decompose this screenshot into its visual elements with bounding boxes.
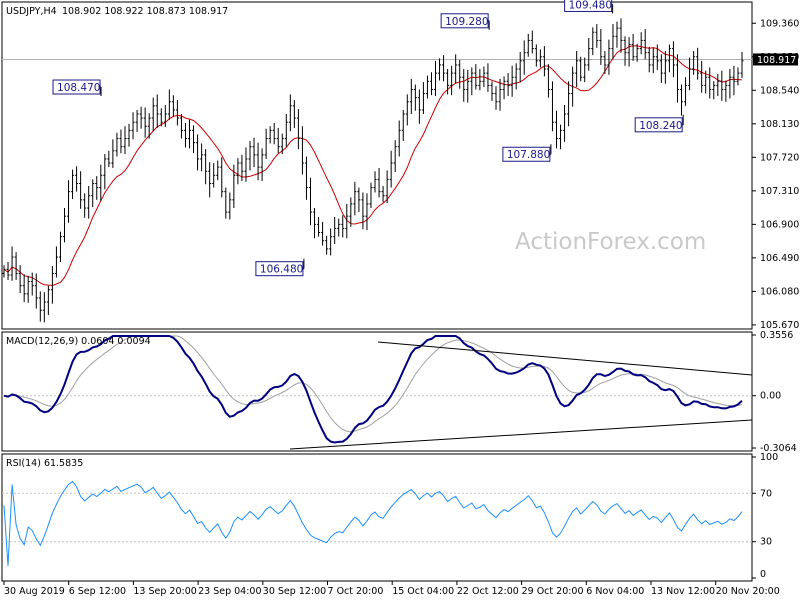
rsi-indicator: 100 70 30 0 — [2, 452, 778, 580]
moving-average-line — [3, 45, 743, 287]
time-tick-label: 13 Sep 20:00 — [133, 586, 196, 597]
macd-tick-label: 0.3556 — [760, 330, 793, 341]
macd-indicator: 0.3556 0.00 -0.3064 — [2, 330, 797, 454]
rsi-tick-label: 30 — [760, 537, 772, 548]
time-tick-label: 23 Sep 04:00 — [198, 586, 261, 597]
rsi-panel-frame — [1, 453, 753, 582]
macd-title: MACD(12,26,9) 0.0604 0.0094 — [6, 336, 151, 347]
price-tick-label: 106.490 — [760, 253, 799, 264]
price-tick-label: 108.130 — [760, 119, 799, 130]
watermark: ActionForex.com — [515, 229, 706, 255]
macd-signal-line — [3, 335, 743, 433]
price-tick-label: 106.900 — [760, 219, 799, 230]
time-tick-label: 6 Nov 04:00 — [586, 586, 644, 597]
annotation-label: 109.480 — [569, 0, 612, 11]
macd-tick-label: -0.3064 — [760, 443, 797, 454]
time-tick-label: 7 Oct 20:00 — [328, 586, 384, 597]
time-tick-label: 30 Aug 2019 — [4, 586, 65, 597]
annotation-box — [634, 117, 683, 133]
time-tick-label: 13 Nov 12:00 — [651, 586, 715, 597]
macd-trendline-upper — [377, 341, 753, 376]
annotation-box — [52, 79, 101, 95]
annotation-label: 109.280 — [445, 16, 488, 28]
chart-title: USDJPY,H4 — [6, 6, 57, 17]
rsi-tick-label: 70 — [760, 488, 772, 499]
annotation-box — [255, 261, 304, 277]
price-tick-label: 106.080 — [760, 286, 799, 297]
price-annotations: 108.470 106.480 109.280 107.880 109.480 108.2… — [52, 0, 684, 277]
macd-tick-label: 0.00 — [760, 391, 781, 402]
macd-line — [3, 335, 743, 444]
current-price-label: 108.917 — [757, 55, 796, 66]
annotation-label: 108.470 — [57, 82, 100, 94]
time-tick-label: 30 Sep 12:00 — [263, 586, 326, 597]
time-tick-label: 22 Oct 12:00 — [457, 586, 519, 597]
price-tick-label: 108.540 — [760, 85, 799, 96]
macd-panel-frame — [1, 331, 753, 452]
current-price-box — [753, 53, 798, 66]
annotation-label: 106.480 — [260, 264, 303, 276]
main-panel-frame — [1, 1, 753, 330]
rsi-title: RSI(14) 61.5835 — [6, 458, 83, 469]
ohlc-readout: 108.902 108.922 108.873 108.917 — [62, 6, 228, 17]
price-axis: 105.670 106.080 106.490 106.900 107.310 107.7… — [752, 18, 799, 331]
time-tick-label: 6 Sep 12:00 — [69, 586, 126, 597]
price-tick-label: 107.720 — [760, 152, 799, 163]
annotation-label: 107.880 — [507, 149, 550, 161]
time-tick-label: 20 Nov 20:00 — [716, 586, 780, 597]
macd-trendline-lower — [289, 419, 753, 450]
time-tick-label: 29 Oct 20:00 — [522, 586, 584, 597]
annotation-label: 108.240 — [639, 120, 682, 132]
rsi-tick-label: 0 — [760, 569, 766, 580]
price-tick-label: 105.670 — [760, 320, 799, 331]
price-tick-label: 107.310 — [760, 186, 799, 197]
price-bars — [2, 18, 744, 323]
annotation-box — [440, 13, 489, 29]
rsi-tick-label: 100 — [760, 452, 778, 463]
ma-line — [3, 45, 743, 287]
time-axis: 30 Aug 2019 6 Sep 12:00 13 Sep 20:00 23 Sep… — [3, 581, 780, 597]
price-tick-label: 109.360 — [760, 18, 799, 29]
time-tick-label: 15 Oct 04:00 — [392, 586, 454, 597]
annotation-box — [564, 0, 613, 12]
rsi-line — [3, 480, 743, 566]
annotation-box — [502, 146, 551, 162]
